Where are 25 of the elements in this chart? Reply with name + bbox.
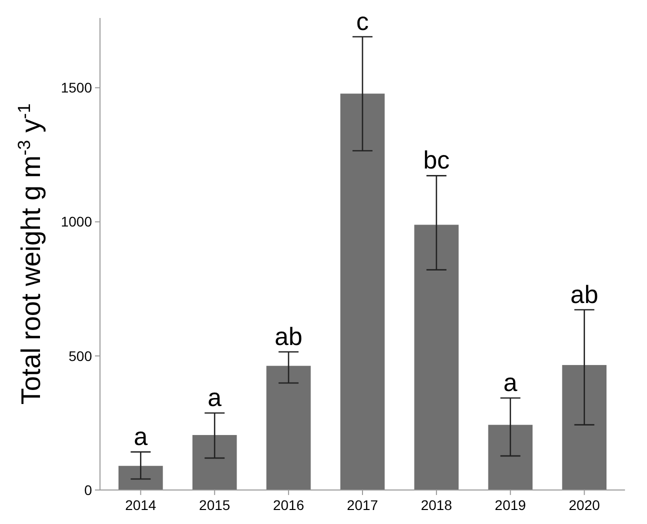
y-tick-label: 1500 <box>60 80 92 96</box>
x-tick-label: 2016 <box>272 497 304 513</box>
bar <box>340 94 385 490</box>
bar <box>488 424 533 490</box>
annotation: a <box>134 422 148 451</box>
x-tick-label: 2017 <box>346 497 378 513</box>
bar <box>266 366 311 490</box>
annotation: ab <box>274 322 302 351</box>
bar <box>118 466 163 490</box>
x-tick-label: 2015 <box>199 497 230 513</box>
annotation: a <box>208 384 222 412</box>
annotation: a <box>503 369 518 398</box>
y-tick-label: 500 <box>68 348 92 364</box>
y-tick-label: 1000 <box>60 214 92 230</box>
x-tick-label: 2018 <box>420 497 452 513</box>
y-tick-label: 0 <box>84 482 92 498</box>
bar <box>192 435 237 490</box>
annotation: ab <box>570 280 598 309</box>
annotation: bc <box>423 146 450 175</box>
annotation: c <box>356 8 369 36</box>
x-tick-label: 2019 <box>494 497 526 513</box>
bar <box>414 224 459 490</box>
bar <box>562 365 607 490</box>
x-tick-label: 2014 <box>125 497 156 513</box>
x-tick-label: 2020 <box>568 497 600 513</box>
